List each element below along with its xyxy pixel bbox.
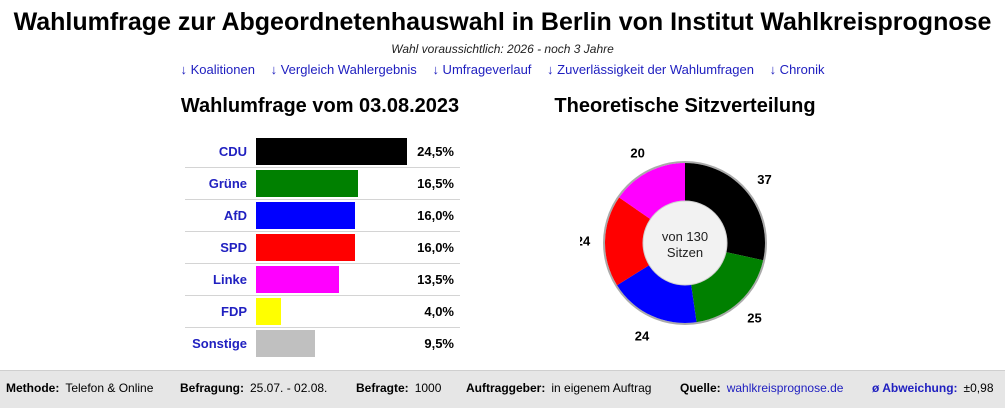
survey-value: 25.07. - 02.08.: [250, 381, 328, 395]
bar-fdp: [256, 298, 281, 325]
party-link-sonstige[interactable]: Sonstige: [192, 336, 247, 351]
donut-center-text: von 130: [662, 229, 708, 244]
poll-info-footer: Methode: Telefon & Online Befragung: 25.07…: [0, 370, 1005, 408]
method-value: Telefon & Online: [65, 381, 154, 395]
seat-segment-gruene: [691, 252, 764, 323]
nav-link-zuverlaessigkeit[interactable]: ↓ Zuverlässigkeit der Wahlumfragen: [547, 62, 754, 77]
deviation-value: ±0,98: [963, 381, 994, 395]
poll-row-cdu: CDU 24,5%: [185, 136, 460, 167]
seat-segment-linke: [619, 163, 685, 220]
seat-label-afd: 24: [635, 329, 650, 344]
seat-label-spd: 24: [580, 234, 591, 249]
client-value: in eigenem Auftrag: [551, 381, 652, 395]
seat-segment-spd: [605, 197, 651, 286]
poll-row-gruene: Grüne 16,5%: [185, 167, 460, 199]
donut-center: [642, 200, 728, 286]
respondents-value: 1000: [414, 381, 442, 395]
footer-source: Quelle: wahlkreisprognose.de: [680, 371, 843, 408]
page-title: Wahlumfrage zur Abgeordnetenhauswahl in …: [13, 8, 992, 36]
survey-label: Befragung:: [180, 381, 244, 395]
poll-row-linke: Linke 13,5%: [185, 263, 460, 295]
percentage-gruene: 16,5%: [417, 176, 454, 191]
election-date-note: Wahl voraussichtlich: 2026 - noch 3 Jahr…: [391, 42, 614, 56]
respondents-label: Befragte:: [356, 381, 409, 395]
percentage-fdp: 4,0%: [424, 304, 454, 319]
donut-center-text: Sitzen: [667, 245, 703, 260]
seat-segment-afd: [617, 265, 697, 323]
method-label: Methode:: [6, 381, 60, 395]
percentage-linke: 13,5%: [417, 272, 454, 287]
source-label: Quelle:: [680, 381, 721, 395]
bar-afd: [256, 202, 355, 229]
client-label: Auftraggeber:: [466, 381, 546, 395]
poll-bar-chart: CDU 24,5% Grüne 16,5% AfD 16,0% SPD 16,0% Linke 1…: [185, 136, 460, 359]
footer-survey-period: Befragung: 25.07. - 02.08.: [180, 371, 327, 408]
footer-deviation: ø Abweichung: ±0,98: [872, 371, 994, 408]
poll-row-spd: SPD 16,0%: [185, 231, 460, 263]
percentage-sonstige: 9,5%: [424, 336, 454, 351]
bar-linke: [256, 266, 339, 293]
poll-row-afd: AfD 16,0%: [185, 199, 460, 231]
footer-method: Methode: Telefon & Online: [6, 371, 153, 408]
nav-link-koalitionen[interactable]: ↓ Koalitionen: [180, 62, 255, 77]
nav-link-chronik[interactable]: ↓ Chronik: [769, 62, 825, 77]
poll-chart-title: Wahlumfrage vom 03.08.2023: [180, 95, 460, 117]
nav-link-umfrageverlauf[interactable]: ↓ Umfrageverlauf: [432, 62, 532, 77]
percentage-cdu: 24,5%: [417, 144, 454, 159]
footer-client: Auftraggeber: in eigenem Auftrag: [466, 371, 651, 408]
seat-label-cdu: 37: [757, 172, 771, 187]
donut-outline: [603, 161, 767, 325]
poll-row-sonstige: Sonstige 9,5%: [185, 327, 460, 359]
bar-gruene: [256, 170, 358, 197]
seat-chart-title: Theoretische Sitzverteilung: [554, 95, 816, 117]
party-link-cdu[interactable]: CDU: [218, 144, 247, 159]
seat-segment-cdu: [685, 163, 765, 261]
party-link-linke[interactable]: Linke: [213, 272, 247, 287]
deviation-label: ø Abweichung:: [872, 381, 958, 395]
party-link-afd[interactable]: AfD: [223, 208, 247, 223]
percentage-spd: 16,0%: [417, 240, 454, 255]
seat-label-gruene: 25: [747, 311, 761, 326]
section-navigation: ↓ Koalitionen ↓ Vergleich Wahlergebnis ↓…: [0, 62, 1005, 77]
bar-cdu: [256, 138, 407, 165]
nav-link-vergleich-wahlergebnis[interactable]: ↓ Vergleich Wahlergebnis: [270, 62, 417, 77]
footer-respondents: Befragte: 1000: [356, 371, 441, 408]
party-link-gruene[interactable]: Grüne: [208, 176, 247, 191]
bar-spd: [256, 234, 355, 261]
seat-label-linke: 20: [630, 146, 644, 161]
percentage-afd: 16,0%: [417, 208, 454, 223]
bar-sonstige: [256, 330, 315, 357]
party-link-spd[interactable]: SPD: [220, 240, 247, 255]
poll-row-fdp: FDP 4,0%: [185, 295, 460, 327]
party-link-fdp[interactable]: FDP: [221, 304, 247, 319]
source-link[interactable]: wahlkreisprognose.de: [726, 381, 844, 395]
